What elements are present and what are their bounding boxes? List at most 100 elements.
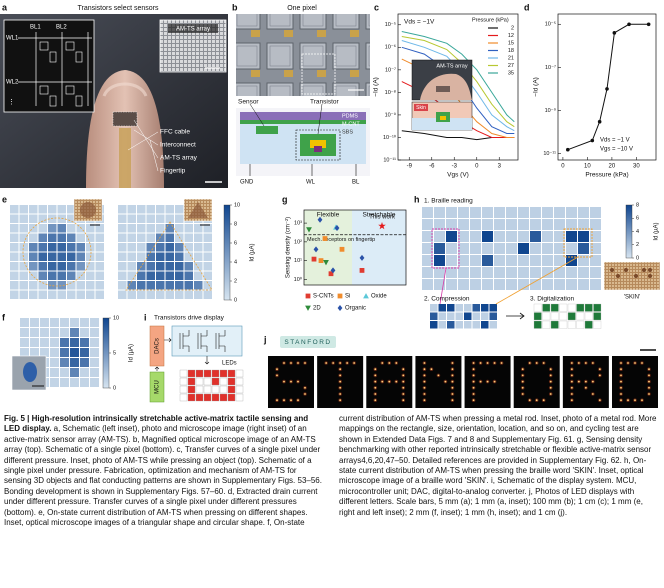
led xyxy=(641,362,643,364)
digital-cell xyxy=(567,312,576,321)
heat-cell xyxy=(80,318,89,327)
heat-cell xyxy=(578,243,589,254)
data-point xyxy=(597,119,602,124)
heat-cell xyxy=(50,348,59,357)
heat-cell xyxy=(175,214,184,223)
heat-cell xyxy=(146,271,155,280)
colorbar-tick-label: 8 xyxy=(234,221,237,227)
heat-cell xyxy=(95,224,104,233)
inset-label: AM-TS array xyxy=(436,63,467,69)
digital-cell xyxy=(593,320,602,329)
sensor-symbol xyxy=(75,51,83,63)
dac-block xyxy=(149,325,165,367)
heat-cell xyxy=(455,304,463,312)
data-point xyxy=(322,236,328,241)
y-tick-label: 10⁻⁵ xyxy=(545,21,556,28)
heat-cell xyxy=(194,271,203,280)
led xyxy=(297,399,299,402)
heat-cell xyxy=(127,214,136,223)
heat-cell xyxy=(48,262,57,271)
sensor-block xyxy=(256,126,278,134)
reference-label: Mech. receptors on fingertip xyxy=(307,237,375,243)
heat-cell xyxy=(86,243,95,252)
schematic-label: WL2 xyxy=(6,80,19,86)
heat-cell xyxy=(165,214,174,223)
heat-cell xyxy=(566,231,577,242)
heat-cell xyxy=(518,207,529,218)
heat-cell xyxy=(530,279,541,290)
x-tick-label: 3 xyxy=(498,164,502,170)
heat-cell xyxy=(165,224,174,233)
led xyxy=(395,380,398,383)
y-tick-label: 10⁰ xyxy=(294,276,303,283)
digital-cell xyxy=(559,312,568,321)
heat-cell xyxy=(38,252,47,261)
led xyxy=(620,380,622,383)
shape-outline xyxy=(125,221,213,291)
inset-label: AM-TS array xyxy=(176,27,210,33)
heat-cell xyxy=(578,255,589,266)
y-tick-label: 10⁻⁸ xyxy=(385,89,396,96)
heat-cell xyxy=(470,219,481,230)
heat-cell xyxy=(470,231,481,242)
led-panel xyxy=(415,356,462,408)
heat-cell xyxy=(175,252,184,261)
panel-letter: a xyxy=(2,2,8,12)
heat-cell xyxy=(80,348,89,357)
region-label: Flexible xyxy=(317,212,340,219)
heat-cell xyxy=(67,271,76,280)
heat-cell xyxy=(90,368,99,377)
colorbar-tick-label: 5 xyxy=(113,350,116,356)
legend-label: 21 xyxy=(508,55,514,61)
heat-cell xyxy=(530,219,541,230)
led xyxy=(339,374,342,377)
led-cell xyxy=(211,377,220,386)
pixel-label: Transistor xyxy=(310,99,339,106)
heat-cell xyxy=(10,233,19,242)
heat-cell xyxy=(70,328,79,337)
heat-cell xyxy=(518,279,529,290)
terminal-label: GND xyxy=(240,180,254,186)
heat-cell xyxy=(86,224,95,233)
braille-dot xyxy=(642,268,646,272)
led xyxy=(620,399,622,402)
transistor-symbol xyxy=(197,330,208,352)
panel-letter: c xyxy=(374,2,379,12)
callout-label: Fingertip xyxy=(160,168,186,175)
led xyxy=(570,368,573,371)
transistor-symbol xyxy=(215,330,226,352)
led-cell xyxy=(211,369,220,378)
heat-cell xyxy=(118,214,127,223)
led xyxy=(423,393,426,395)
heat-cell xyxy=(530,255,541,266)
heat-cell xyxy=(90,338,99,347)
led xyxy=(402,399,405,402)
led xyxy=(549,393,552,395)
data-point xyxy=(359,268,365,273)
heat-cell xyxy=(156,271,165,280)
heat-cell xyxy=(518,231,529,242)
led xyxy=(620,393,622,395)
layer-label: PDMS xyxy=(342,113,358,119)
heat-cell xyxy=(137,233,146,242)
heat-cell xyxy=(590,207,601,218)
heat-cell xyxy=(506,279,517,290)
heat-cell xyxy=(19,214,28,223)
led xyxy=(521,393,524,395)
led xyxy=(339,362,342,364)
heat-cell xyxy=(137,271,146,280)
heat-cell xyxy=(137,205,146,214)
heat-cell xyxy=(80,328,89,337)
led-cell xyxy=(227,393,236,402)
heat-cell xyxy=(446,231,457,242)
heat-cell xyxy=(137,290,146,299)
heat-cell xyxy=(60,318,69,327)
led xyxy=(451,362,454,364)
digital-cell xyxy=(576,312,585,321)
heat-cell xyxy=(38,262,47,271)
heat-cell xyxy=(80,358,89,367)
led xyxy=(528,399,531,402)
led xyxy=(521,380,524,383)
region-label: Stretchable xyxy=(363,212,396,219)
heat-cell xyxy=(590,279,601,290)
